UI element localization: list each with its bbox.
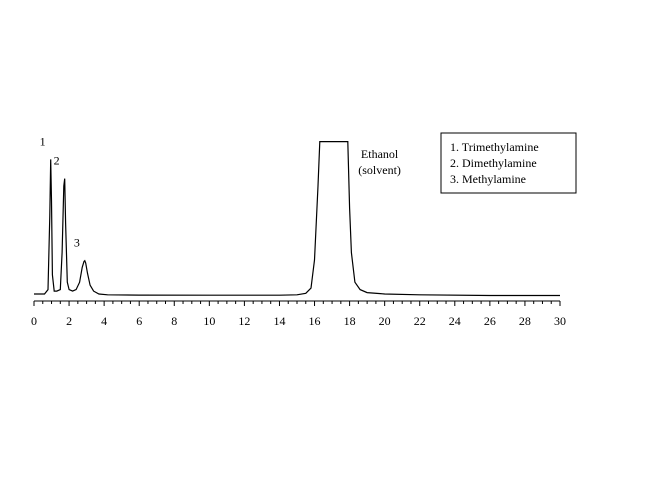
- peak-label-3: 3: [74, 236, 80, 250]
- legend-entry: 1. Trimethylamine: [450, 140, 539, 154]
- x-tick-label: 14: [273, 314, 285, 328]
- x-tick-label: 2: [66, 314, 72, 328]
- legend-entry: 2. Dimethylamine: [450, 156, 537, 170]
- x-tick-label: 26: [484, 314, 496, 328]
- x-axis-ticks: 0 2 4 6 8 10 12 14 16 18 20 22 24 26 28 30: [31, 301, 566, 328]
- solvent-annotation-line: Ethanol: [361, 147, 399, 161]
- x-tick-label: 30: [554, 314, 566, 328]
- peak-label-2: 2: [54, 154, 60, 168]
- solvent-annotation-line: (solvent): [358, 163, 401, 177]
- x-tick-label: 22: [414, 314, 426, 328]
- solvent-annotation: Ethanol (solvent): [358, 147, 401, 177]
- x-tick-label: 12: [238, 314, 250, 328]
- legend-entry: 3. Methylamine: [450, 172, 526, 186]
- x-tick-label: 16: [309, 314, 321, 328]
- x-tick-label: 10: [203, 314, 215, 328]
- x-tick-label: 28: [519, 314, 531, 328]
- x-tick-label: 20: [379, 314, 391, 328]
- x-tick-label: 8: [171, 314, 177, 328]
- legend-box: [440, 132, 577, 194]
- chromatogram-trace: [34, 141, 560, 297]
- x-tick-label: 18: [344, 314, 356, 328]
- x-tick-label: 4: [101, 314, 107, 328]
- legend: 1. Trimethylamine 2. Dimethylamine 3. Meth…: [440, 132, 577, 194]
- peak-labels: 12 3: [40, 134, 80, 249]
- x-tick-label: 6: [136, 314, 142, 328]
- peak-label-1: 1: [40, 134, 46, 148]
- x-tick-label: 24: [449, 314, 461, 328]
- x-tick-label: 0: [31, 314, 37, 328]
